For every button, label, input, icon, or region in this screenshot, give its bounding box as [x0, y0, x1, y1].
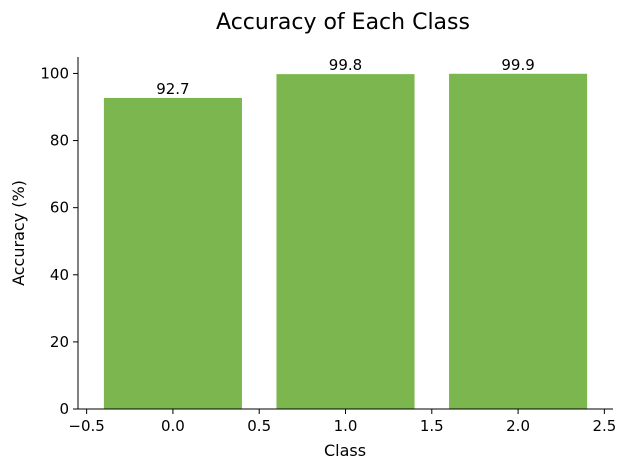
- x-tick-label: 1.0: [334, 417, 358, 435]
- bars-group: [103, 73, 588, 410]
- x-ticks-group: −0.5 0.0 0.5 1.0 1.5 2.0 2.5: [68, 409, 616, 435]
- y-tick-label: 0: [59, 400, 69, 418]
- x-axis-label: Class: [324, 441, 366, 460]
- y-tick-label: 100: [40, 64, 69, 82]
- data-label-class-0: 92.7: [156, 80, 189, 98]
- y-tick-label: 60: [50, 199, 69, 217]
- bar-class-0: [103, 97, 242, 409]
- y-tick-label: 80: [50, 132, 69, 150]
- y-tick-label: 20: [50, 333, 69, 351]
- x-tick-label: 1.5: [420, 417, 444, 435]
- bar-class-1: [276, 74, 415, 410]
- data-labels-group: 92.7 99.8 99.9: [156, 56, 535, 98]
- x-tick-label: −0.5: [68, 417, 104, 435]
- x-tick-label: 0.5: [247, 417, 271, 435]
- data-label-class-1: 99.8: [329, 56, 362, 74]
- x-tick-label: 2.0: [506, 417, 530, 435]
- y-axis-label: Accuracy (%): [9, 180, 28, 286]
- bar-class-2: [449, 73, 588, 409]
- y-tick-label: 40: [50, 266, 69, 284]
- y-ticks-group: 0 20 40 60 80 100: [40, 64, 78, 418]
- x-tick-label: 2.5: [592, 417, 616, 435]
- chart-title: Accuracy of Each Class: [216, 10, 470, 35]
- x-tick-label: 0.0: [161, 417, 185, 435]
- data-label-class-2: 99.9: [501, 56, 534, 74]
